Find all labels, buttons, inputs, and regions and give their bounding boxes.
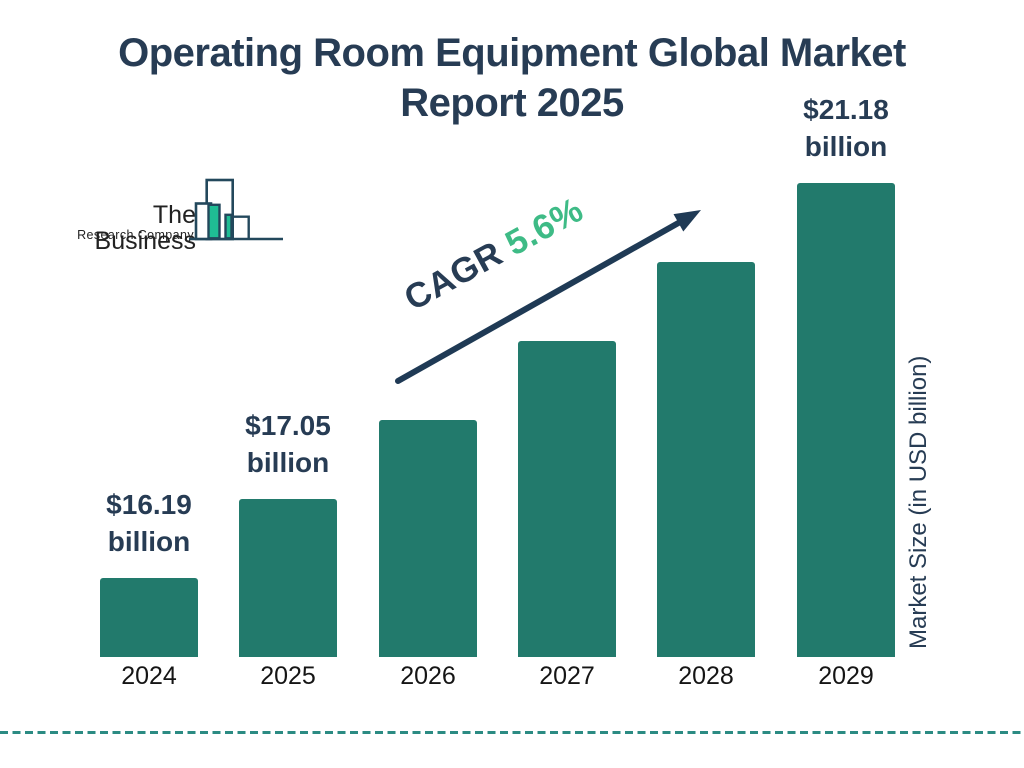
x-tick-2028: 2028 — [678, 662, 734, 690]
bar-2026 — [379, 420, 477, 657]
chart-title-line1: Operating Room Equipment Global Market — [118, 31, 906, 75]
chart-title-line2: Report 2025 — [400, 81, 624, 125]
logo-bar-chart-icon — [189, 178, 283, 241]
x-tick-2027: 2027 — [539, 662, 595, 690]
chart-title: Operating Room Equipment Global Market R… — [0, 28, 1024, 128]
bar-2028 — [657, 262, 755, 657]
bottom-dashed-divider — [0, 731, 1024, 735]
cagr-label: CAGR — [398, 233, 509, 319]
logo-company-name: The Business — [94, 201, 196, 255]
x-tick-2029: 2029 — [818, 662, 874, 690]
value-label-2024: $16.19 billion — [106, 489, 192, 557]
cagr-annotation: CAGR5.6% — [398, 190, 590, 319]
x-tick-2026: 2026 — [400, 662, 456, 690]
logo-company-subtitle: Research Company — [77, 228, 194, 242]
y-axis-label: Market Size (in USD billion) — [905, 355, 932, 650]
value-label-2029: $21.18 billion — [803, 94, 889, 162]
cagr-arrow-head — [673, 210, 701, 232]
brand-logo: The Business Research Company — [56, 176, 296, 254]
bar-2029 — [797, 183, 895, 657]
x-tick-2025: 2025 — [260, 662, 316, 690]
value-label-2025: $17.05 billion — [245, 410, 331, 478]
bar-2024 — [100, 578, 198, 657]
bar-2027 — [518, 341, 616, 657]
bar-2025 — [239, 499, 337, 657]
cagr-value: 5.6% — [499, 190, 590, 264]
x-tick-2024: 2024 — [121, 662, 177, 690]
